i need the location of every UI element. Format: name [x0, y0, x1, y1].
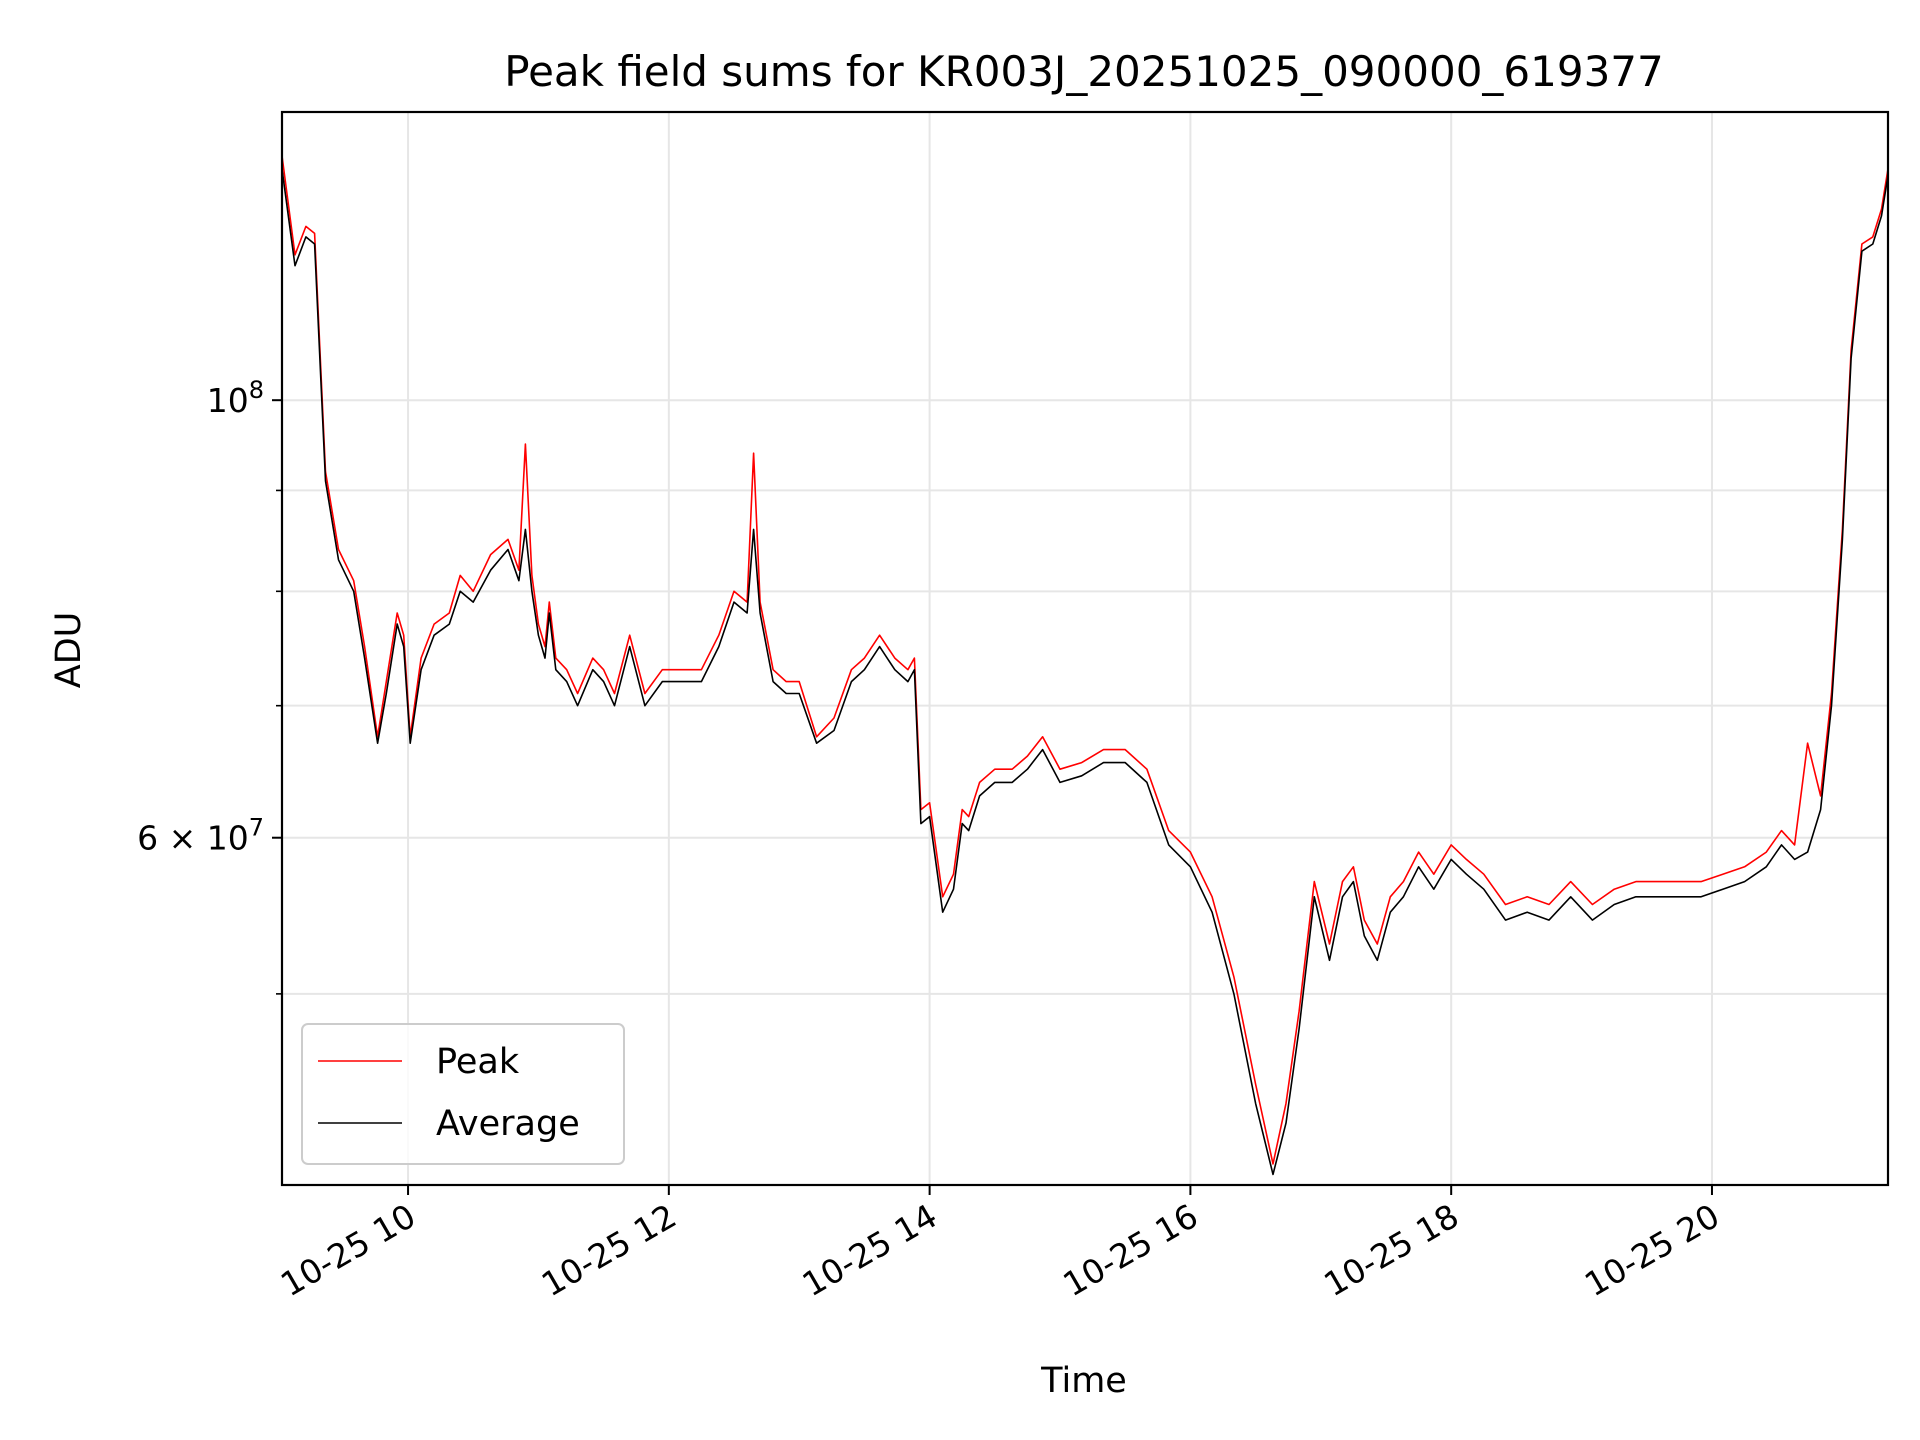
- y-axis-ticks: 108 6 × 107: [137, 376, 282, 995]
- legend: Peak Average: [301, 1023, 625, 1165]
- series-line-peak: [282, 155, 1888, 1165]
- plot-frame: [280, 110, 1890, 1187]
- y-tick-label: 108: [207, 376, 264, 420]
- series-layer: [282, 155, 1888, 1176]
- x-axis-label: Time: [1040, 1361, 1127, 1401]
- legend-average-label: Average: [436, 1104, 580, 1144]
- chart-title: Peak field sums for KR003J_20251025_0900…: [504, 47, 1664, 96]
- legend-box: [301, 1023, 625, 1165]
- y-tick-label: 6 × 107: [137, 814, 264, 858]
- y-axis-label: ADU: [49, 612, 89, 689]
- grid: [282, 112, 1888, 1185]
- legend-peak-label: Peak: [436, 1042, 520, 1082]
- series-line-average: [282, 168, 1888, 1176]
